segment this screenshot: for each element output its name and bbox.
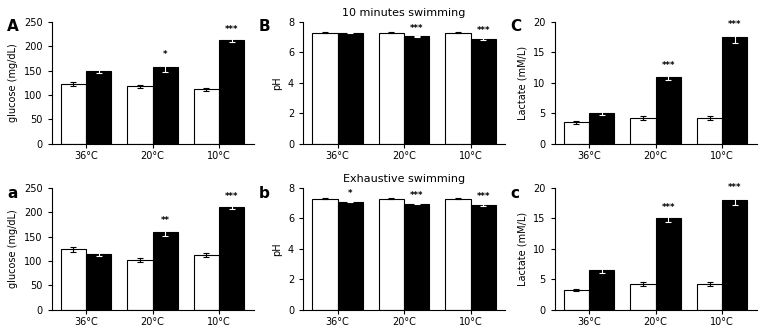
Bar xyxy=(656,77,681,144)
Text: ***: *** xyxy=(477,192,490,201)
Bar xyxy=(589,270,614,310)
Text: c: c xyxy=(510,186,519,201)
Bar xyxy=(152,232,177,310)
Bar xyxy=(194,255,219,310)
Title: 10 minutes swimming: 10 minutes swimming xyxy=(343,8,466,18)
Y-axis label: Lactate (mM/L): Lactate (mM/L) xyxy=(518,212,528,286)
Text: ***: *** xyxy=(728,183,741,192)
Text: *: * xyxy=(348,189,353,198)
Bar xyxy=(312,199,337,310)
Bar xyxy=(86,254,112,310)
Text: ***: *** xyxy=(410,191,424,200)
Bar xyxy=(404,36,429,144)
Text: b: b xyxy=(259,186,269,201)
Bar xyxy=(470,39,496,144)
Bar xyxy=(379,199,404,310)
Text: ***: *** xyxy=(477,26,490,35)
Text: a: a xyxy=(7,186,18,201)
Bar xyxy=(86,71,112,144)
Bar xyxy=(697,284,722,310)
Bar xyxy=(337,202,363,310)
Text: *: * xyxy=(163,50,168,59)
Bar xyxy=(697,118,722,144)
Text: ***: *** xyxy=(225,25,239,35)
Title: Exhaustive swimming: Exhaustive swimming xyxy=(343,175,465,185)
Bar xyxy=(564,122,589,144)
Bar xyxy=(589,113,614,144)
Bar xyxy=(127,260,152,310)
Bar xyxy=(60,84,86,144)
Y-axis label: glucose (mg/dL): glucose (mg/dL) xyxy=(8,209,18,288)
Bar xyxy=(219,40,244,144)
Y-axis label: pH: pH xyxy=(272,76,282,89)
Bar xyxy=(656,218,681,310)
Text: ***: *** xyxy=(662,203,675,212)
Bar xyxy=(722,200,747,310)
Bar xyxy=(60,249,86,310)
Bar xyxy=(152,67,177,144)
Text: **: ** xyxy=(161,216,170,225)
Bar xyxy=(630,118,656,144)
Bar xyxy=(312,33,337,144)
Text: ***: *** xyxy=(225,192,239,201)
Bar xyxy=(337,33,363,144)
Bar xyxy=(722,37,747,144)
Y-axis label: Lactate (mM/L): Lactate (mM/L) xyxy=(518,46,528,120)
Text: C: C xyxy=(510,19,521,35)
Bar xyxy=(404,204,429,310)
Bar xyxy=(445,33,470,144)
Bar xyxy=(470,205,496,310)
Text: B: B xyxy=(259,19,270,35)
Bar xyxy=(630,284,656,310)
Bar xyxy=(127,86,152,144)
Text: ***: *** xyxy=(410,24,424,33)
Bar xyxy=(219,206,244,310)
Bar xyxy=(379,33,404,144)
Bar xyxy=(194,89,219,144)
Y-axis label: glucose (mg/dL): glucose (mg/dL) xyxy=(8,43,18,122)
Y-axis label: pH: pH xyxy=(272,242,282,256)
Text: A: A xyxy=(7,19,19,35)
Bar xyxy=(445,199,470,310)
Text: ***: *** xyxy=(662,61,675,70)
Text: ***: *** xyxy=(728,19,741,28)
Bar xyxy=(564,290,589,310)
